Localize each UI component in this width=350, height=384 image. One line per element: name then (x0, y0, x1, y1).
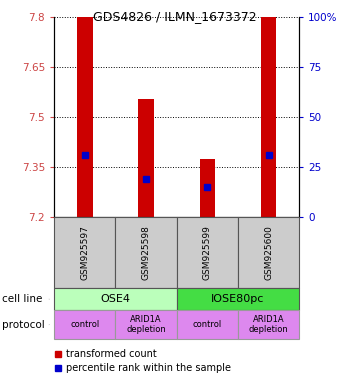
Text: IOSE80pc: IOSE80pc (211, 294, 265, 304)
Text: control: control (193, 320, 222, 329)
Text: GSM925599: GSM925599 (203, 225, 212, 280)
Bar (77, 17, 92, 217)
Text: cell line: cell line (2, 294, 42, 304)
Text: percentile rank within the sample: percentile rank within the sample (66, 363, 231, 373)
Bar (200, 159, 215, 217)
Text: GSM925598: GSM925598 (142, 225, 150, 280)
Text: control: control (70, 320, 99, 329)
Text: GSM925600: GSM925600 (264, 225, 273, 280)
Text: ARID1A
depletion: ARID1A depletion (126, 315, 166, 334)
Bar (261, 17, 276, 217)
Bar (139, 99, 154, 217)
Text: transformed count: transformed count (66, 349, 157, 359)
Text: protocol: protocol (2, 319, 44, 330)
Text: GDS4826 / ILMN_1673372: GDS4826 / ILMN_1673372 (93, 10, 257, 23)
Text: GSM925597: GSM925597 (80, 225, 89, 280)
Text: ARID1A
depletion: ARID1A depletion (249, 315, 288, 334)
Text: OSE4: OSE4 (100, 294, 131, 304)
